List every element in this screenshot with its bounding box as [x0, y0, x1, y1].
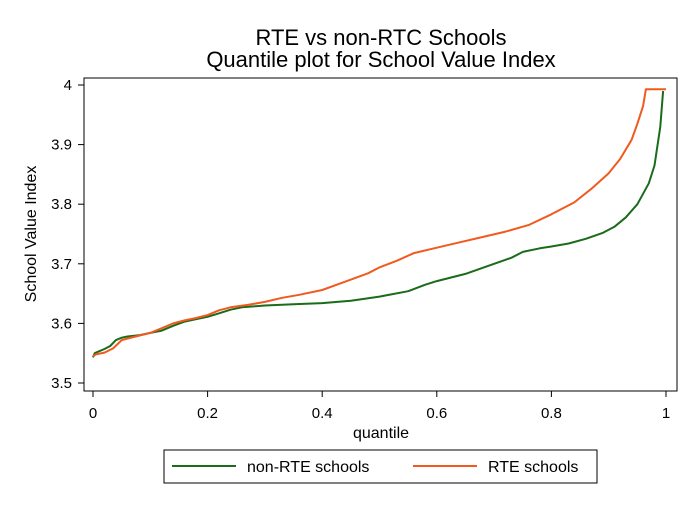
chart-title: RTE vs non-RTC Schools — [255, 25, 506, 50]
y-tick-label: 3.5 — [51, 375, 72, 392]
series-lines — [92, 88, 666, 358]
series-line-non-rte — [92, 90, 665, 358]
y-tick-label: 3.8 — [51, 196, 72, 213]
legend-label-rte: RTE schools — [488, 459, 578, 476]
x-tick-label: 1 — [662, 405, 670, 422]
chart-subtitle: Quantile plot for School Value Index — [206, 47, 555, 72]
y-tick-label: 3.9 — [51, 137, 72, 154]
y-tick-label: 4 — [64, 77, 72, 94]
x-tick-label: 0.8 — [541, 405, 562, 422]
y-tick-label: 3.7 — [51, 256, 72, 273]
x-tick-label: 0.2 — [197, 405, 218, 422]
legend: non-RTE schools RTE schools — [163, 449, 598, 484]
legend-label-non-rte: non-RTE schools — [247, 459, 369, 476]
y-axis-label: School Value Index — [23, 166, 40, 303]
x-axis-label: quantile — [353, 425, 409, 442]
series-line-rte — [92, 88, 666, 358]
x-tick-label: 0.6 — [426, 405, 447, 422]
y-tick-label: 3.6 — [51, 315, 72, 332]
x-axis: 0 0.2 0.4 0.6 0.8 1 — [84, 390, 677, 422]
x-tick-label: 0.4 — [312, 405, 333, 422]
x-tick-label: 0 — [89, 405, 97, 422]
legend-box — [163, 449, 598, 484]
y-axis: 3.5 3.6 3.7 3.8 3.9 4 — [51, 77, 85, 392]
